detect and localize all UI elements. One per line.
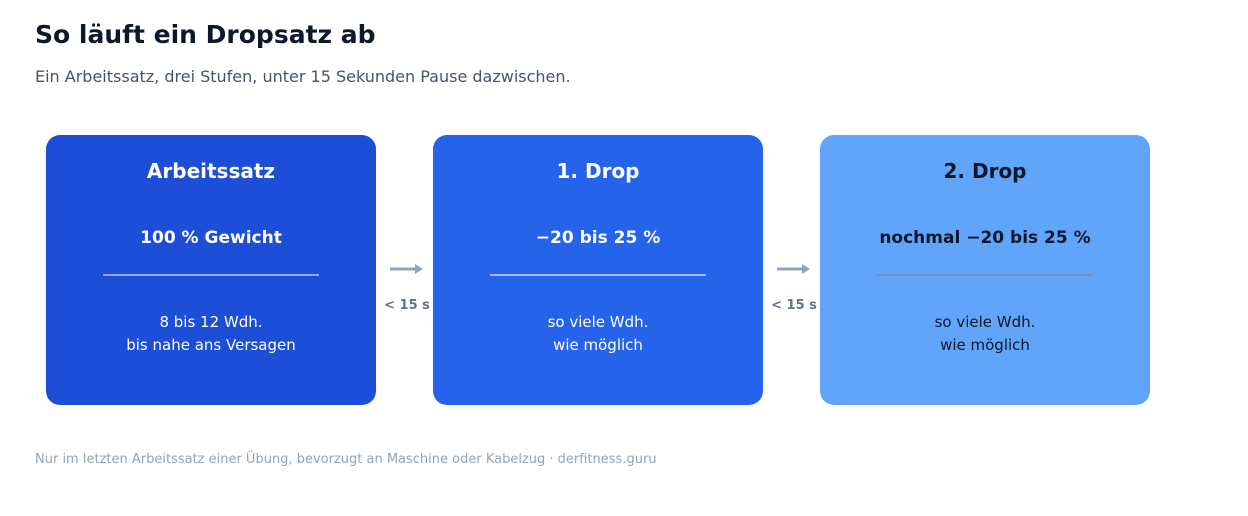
step-card: 1. Drop −20 bis 25 % so viele Wdh. wie mö…	[433, 135, 763, 405]
footer: Nur im letzten Arbeitssatz einer Übung, …	[35, 452, 657, 467]
pause-label: < 15 s	[771, 298, 817, 313]
step-load: nochmal −20 bis 25 %	[879, 228, 1091, 248]
title: So läuft ein Dropsatz ab	[35, 20, 376, 49]
step-reps: so viele Wdh. wie möglich	[820, 311, 1150, 357]
arrow	[390, 264, 423, 274]
step-load: −20 bis 25 %	[535, 228, 661, 248]
reps-line: bis nahe ans Versagen	[126, 336, 296, 354]
step-reps: 8 bis 12 Wdh. bis nahe ans Versagen	[46, 311, 376, 357]
divider	[103, 274, 319, 276]
divider	[877, 274, 1093, 276]
reps-line: wie möglich	[940, 336, 1030, 354]
reps-line: 8 bis 12 Wdh.	[159, 313, 263, 331]
pause-label: < 15 s	[384, 298, 430, 313]
step-load: 100 % Gewicht	[140, 228, 282, 248]
step-reps: so viele Wdh. wie möglich	[433, 311, 763, 357]
subtitle: Ein Arbeitssatz, drei Stufen, unter 15 S…	[35, 67, 571, 86]
reps-line: wie möglich	[553, 336, 643, 354]
reps-line: so viele Wdh.	[934, 313, 1036, 331]
step-card: Arbeitssatz 100 % Gewicht 8 bis 12 Wdh. b…	[46, 135, 376, 405]
reps-line: so viele Wdh.	[547, 313, 649, 331]
divider	[490, 274, 706, 276]
step-name: Arbeitssatz	[146, 159, 276, 183]
step-card: 2. Drop nochmal −20 bis 25 % so viele Wd…	[820, 135, 1150, 405]
step-name: 2. Drop	[943, 159, 1027, 183]
arrow	[777, 264, 810, 274]
step-name: 1. Drop	[556, 159, 640, 183]
